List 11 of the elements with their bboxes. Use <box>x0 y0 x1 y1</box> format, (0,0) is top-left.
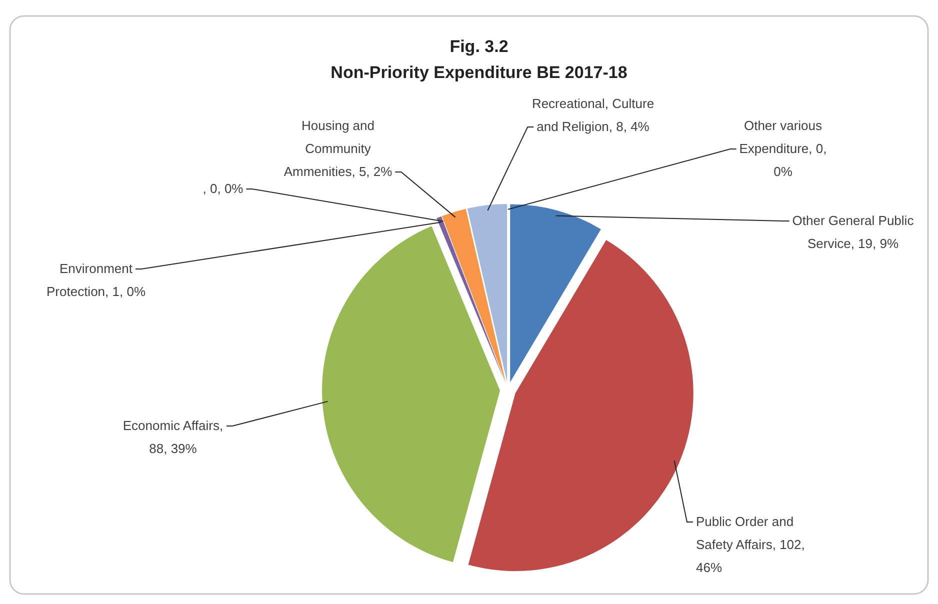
chart-title: Fig. 3.2 <box>450 37 508 56</box>
category-label: Other various Expenditure, 0, <box>739 118 827 156</box>
slice-label: Environment Protection, 1, 0% <box>46 261 146 299</box>
slice-label: Housing and Community Ammenities, 5, 2% <box>284 118 393 179</box>
text: 0% <box>774 164 792 179</box>
chart-subtitle: Non-Priority Expenditure BE 2017-18 <box>330 63 628 82</box>
slice-label: Public Order and Safety Affairs, 102, 46% <box>696 514 805 575</box>
slice-label: Recreational, Culture and Religion, 8, 4% <box>532 96 654 134</box>
slice-label: Economic Affairs, 88, 39% <box>122 418 224 456</box>
text: , 0, 0% <box>202 181 244 196</box>
slice-label: Other General Public Service, 19, 9% <box>792 213 914 251</box>
